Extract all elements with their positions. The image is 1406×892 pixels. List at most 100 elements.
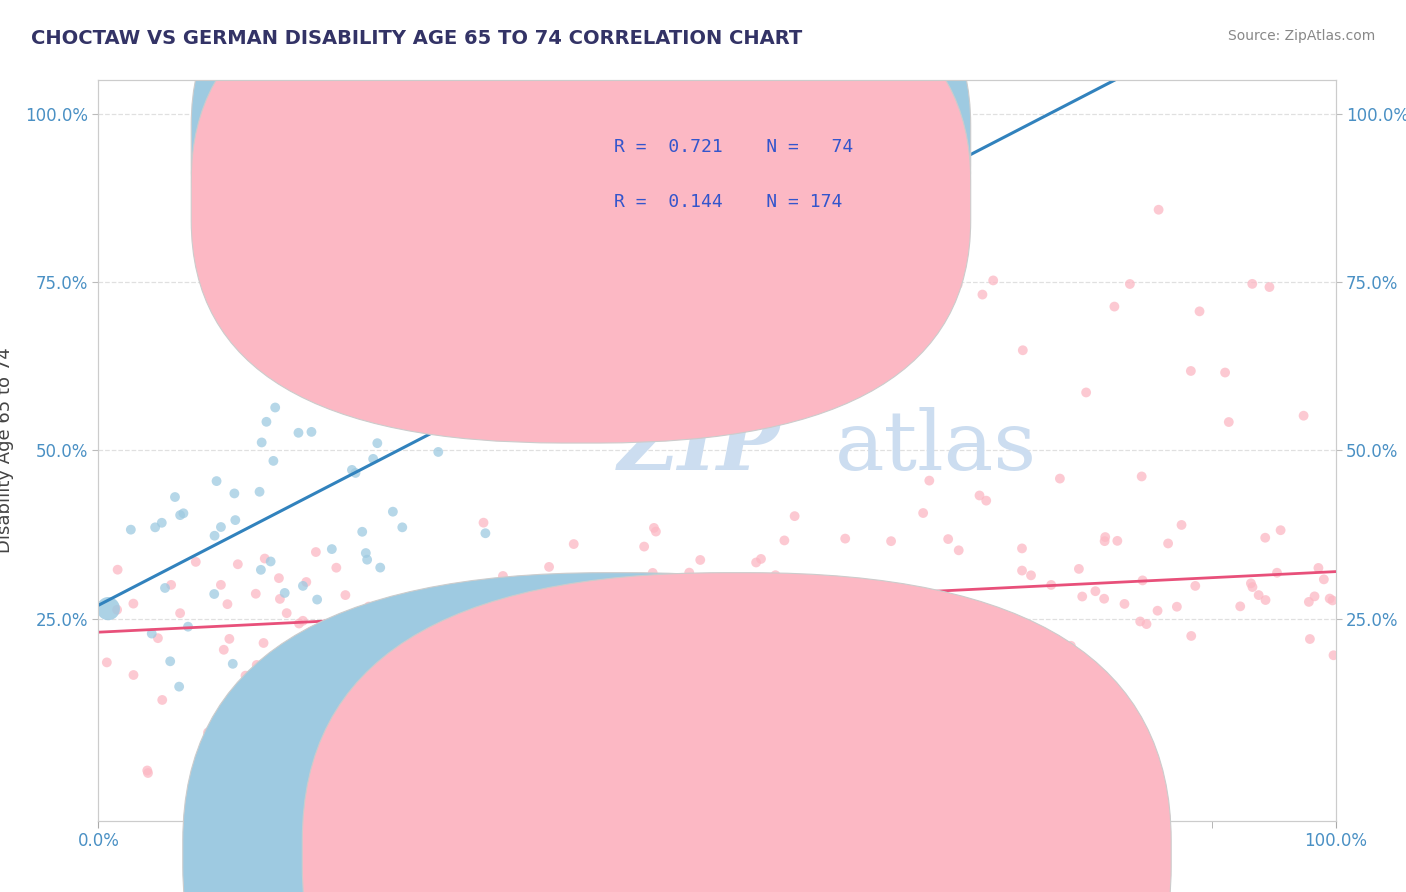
Point <box>242 677 264 691</box>
Point <box>562 537 585 551</box>
Point <box>652 731 675 746</box>
Point <box>1170 518 1192 533</box>
Point <box>796 364 818 378</box>
Point <box>1076 385 1098 400</box>
Point <box>479 676 502 690</box>
Point <box>768 720 790 734</box>
Text: Choctaw: Choctaw <box>636 845 707 863</box>
Point <box>1060 639 1083 653</box>
Point <box>1319 591 1341 606</box>
Point <box>510 345 533 359</box>
Text: Germans: Germans <box>755 845 831 863</box>
Point <box>219 707 242 722</box>
Point <box>472 516 495 530</box>
Point <box>1071 590 1094 604</box>
Point <box>449 603 471 617</box>
Point <box>316 645 339 659</box>
Point <box>488 593 510 607</box>
Point <box>357 599 380 614</box>
Point <box>748 614 770 628</box>
Point <box>361 752 384 766</box>
Text: R =  0.721    N =   74: R = 0.721 N = 74 <box>614 138 853 156</box>
Point <box>340 791 363 805</box>
Point <box>811 639 834 653</box>
Point <box>361 745 384 759</box>
Point <box>704 742 727 756</box>
Point <box>342 702 364 716</box>
Point <box>472 606 495 620</box>
Point <box>613 717 636 731</box>
Point <box>332 627 354 641</box>
Point <box>136 764 159 778</box>
Text: atlas: atlas <box>835 407 1036 487</box>
Point <box>391 520 413 534</box>
Point <box>1146 604 1168 618</box>
Point <box>250 563 273 577</box>
Point <box>576 398 599 412</box>
Point <box>721 579 744 593</box>
Point <box>169 606 191 620</box>
Point <box>1240 576 1263 591</box>
Point <box>363 306 385 320</box>
Point <box>624 653 647 667</box>
Point <box>745 676 768 690</box>
Point <box>981 273 1004 287</box>
Point <box>737 213 759 227</box>
Point <box>1322 648 1344 663</box>
Point <box>472 368 495 382</box>
Point <box>381 398 404 412</box>
Point <box>218 632 240 646</box>
Point <box>1084 584 1107 599</box>
Point <box>184 555 207 569</box>
Point <box>1129 615 1152 629</box>
Point <box>163 490 186 504</box>
Point <box>1213 366 1236 380</box>
Point <box>422 303 444 318</box>
Point <box>972 287 994 301</box>
Point <box>591 384 613 399</box>
Point <box>122 597 145 611</box>
Point <box>1313 573 1336 587</box>
Point <box>177 620 200 634</box>
Point <box>381 505 404 519</box>
Point <box>699 234 721 248</box>
Point <box>1254 531 1277 545</box>
Point <box>1322 593 1344 607</box>
FancyBboxPatch shape <box>191 0 970 443</box>
Point <box>610 674 633 689</box>
Point <box>1298 595 1320 609</box>
Point <box>1241 580 1264 594</box>
Point <box>352 524 374 539</box>
Point <box>336 384 359 399</box>
Point <box>287 425 309 440</box>
Point <box>1092 591 1115 606</box>
Point <box>335 588 357 602</box>
Point <box>769 621 792 635</box>
Point <box>454 641 477 656</box>
Point <box>235 668 257 682</box>
Point <box>446 607 468 622</box>
Point <box>1130 469 1153 483</box>
Point <box>765 568 787 582</box>
Point <box>607 658 630 673</box>
Point <box>291 579 314 593</box>
Point <box>471 758 494 772</box>
Point <box>245 587 267 601</box>
Point <box>167 680 190 694</box>
Point <box>789 640 811 655</box>
Point <box>254 415 277 429</box>
Point <box>593 297 616 311</box>
Point <box>1011 541 1033 556</box>
Point <box>404 648 426 662</box>
Point <box>172 506 194 520</box>
Point <box>340 463 363 477</box>
Point <box>204 529 226 543</box>
Point <box>783 509 806 524</box>
Point <box>554 694 576 708</box>
Point <box>153 581 176 595</box>
Point <box>209 578 232 592</box>
Point <box>936 532 959 546</box>
Point <box>205 474 228 488</box>
Point <box>107 563 129 577</box>
Text: CHOCTAW VS GERMAN DISABILITY AGE 65 TO 74 CORRELATION CHART: CHOCTAW VS GERMAN DISABILITY AGE 65 TO 7… <box>31 29 803 48</box>
